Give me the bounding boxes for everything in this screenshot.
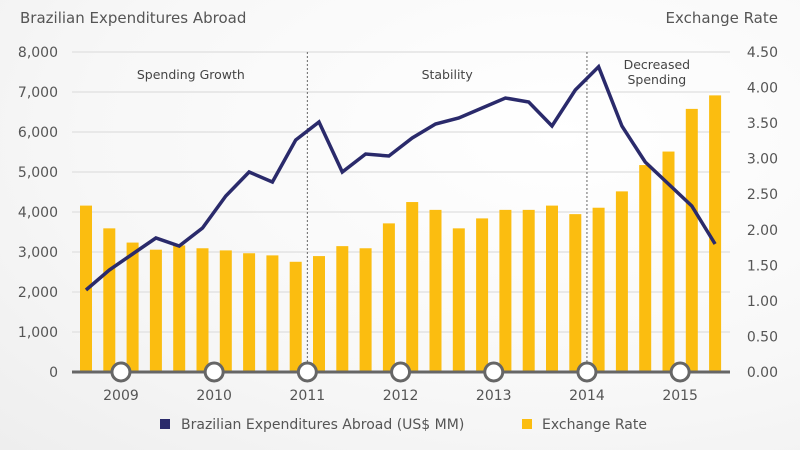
period-annotation: Decreased Spending [624,57,691,87]
exchange-rate-bar [546,205,558,372]
year-marker [576,361,598,383]
exchange-rate-bar [709,95,722,372]
left-tick-label: 7,000 [18,85,58,101]
year-marker [390,361,412,383]
exchange-rate-bar [429,209,442,372]
exchange-rate-bar [149,249,162,372]
year-marker [110,361,132,383]
exchange-rate-bar [592,207,605,372]
left-tick-label: 8,000 [18,45,58,61]
left-tick-label: 2,000 [18,285,58,301]
exchange-rate-bar [219,250,232,372]
period-annotation: Spending Growth [137,67,245,82]
right-tick-label: 3.00 [747,152,778,168]
period-dividers [306,52,588,372]
year-marker [296,361,318,383]
exchange-rate-bars [80,95,722,372]
right-tick-label: 4.50 [747,45,778,61]
exchange-rate-bar [452,228,465,372]
exchange-rate-bar [359,248,372,372]
right-tick-label: 0.50 [747,329,778,345]
legend-label-expenditures: Brazilian Expenditures Abroad (US$ MM) [181,417,464,433]
year-marker [669,361,691,383]
exchange-rate-bar [685,108,698,372]
exchange-rate-bar [639,165,652,372]
x-axis: 2009 2010 2011 2012 2013 2014 2015 [72,361,730,404]
year-label: 2011 [290,388,326,404]
exchange-rate-bar [173,245,186,372]
right-tick-label: 2.50 [747,187,778,203]
exchange-rate-bar [406,202,419,372]
left-tick-label: 3,000 [18,245,58,261]
exchange-rate-bar [476,218,489,372]
exchange-rate-bar [569,214,582,372]
left-tick-label: 5,000 [18,165,58,181]
legend: Brazilian Expenditures Abroad (US$ MM) E… [160,417,647,433]
right-axis-ticks: 0.00 0.50 1.00 1.50 2.00 2.50 3.00 3.50 4.00 4.50 [747,45,778,381]
period-annotations: Spending Growth Stability Decreased Spendin… [137,57,690,87]
year-label: 2013 [476,388,512,404]
right-tick-label: 3.50 [747,116,778,132]
legend-swatch-expenditures [160,419,170,429]
exchange-rate-bar [662,151,675,372]
exchange-rate-bar [522,209,535,372]
right-tick-label: 4.00 [747,81,778,97]
exchange-rate-bar [336,246,349,372]
right-tick-label: 2.00 [747,223,778,239]
exchange-rate-bar [126,242,139,372]
right-axis-title: Exchange Rate [666,9,778,27]
gridlines [72,51,730,333]
left-axis-ticks: 0 1,000 2,000 3,000 4,000 5,000 6,000 7,000 8,00… [18,45,58,381]
exchange-rate-bar [196,248,209,372]
year-label: 2012 [383,388,419,404]
expenditures-line [84,63,717,292]
period-annotation: Stability [422,67,474,82]
left-tick-label: 4,000 [18,205,58,221]
left-tick-label: 6,000 [18,125,58,141]
exchange-rate-bar [289,261,302,372]
left-tick-label: 0 [49,365,58,381]
year-marker [483,361,505,383]
exchange-rate-bar [615,191,628,372]
exchange-rate-bar [382,223,395,372]
exchange-rate-bar [499,209,512,372]
right-tick-label: 0.00 [747,365,778,381]
right-tick-label: 1.00 [747,294,778,310]
year-label: 2010 [196,388,232,404]
exchange-rate-bar [103,228,116,372]
left-axis-title: Brazilian Expenditures Abroad [20,9,246,27]
exchange-rate-bar [266,255,279,372]
year-label: 2014 [569,388,605,404]
exchange-rate-bar [313,256,325,372]
legend-label-exchange-rate: Exchange Rate [542,417,647,433]
year-marker [203,361,225,383]
right-tick-label: 1.50 [747,258,778,274]
year-label: 2015 [662,388,698,404]
legend-swatch-exchange-rate [522,419,532,429]
left-tick-label: 1,000 [18,325,58,341]
year-label: 2009 [103,388,139,404]
expenditures-line-path [84,63,717,292]
exchange-rate-bar [243,253,256,372]
